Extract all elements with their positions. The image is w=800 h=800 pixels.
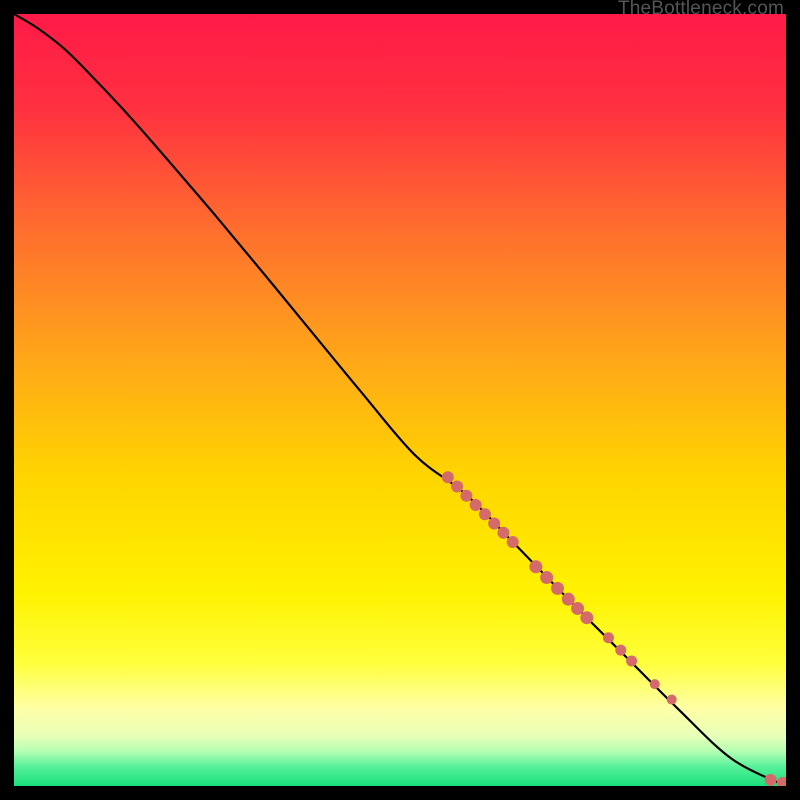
marker-dot <box>529 560 542 573</box>
marker-dot <box>479 508 491 520</box>
marker-dot <box>540 571 553 584</box>
marker-dot <box>507 536 519 548</box>
marker-dot <box>650 679 660 689</box>
marker-dot <box>460 490 472 502</box>
plot-area <box>14 14 786 786</box>
marker-dot <box>777 777 786 786</box>
marker-dot <box>551 582 564 595</box>
attribution-text: TheBottleneck.com <box>618 0 784 20</box>
curve-line <box>14 14 786 786</box>
marker-dots <box>442 471 786 786</box>
marker-dot <box>442 471 454 483</box>
marker-dot <box>580 611 593 624</box>
marker-dot <box>626 655 637 666</box>
data-layer <box>14 14 786 786</box>
marker-dot <box>615 645 626 656</box>
marker-dot <box>562 593 575 606</box>
marker-dot <box>451 480 463 492</box>
marker-dot <box>667 695 677 705</box>
chart-frame: TheBottleneck.com <box>0 0 800 800</box>
marker-dot <box>765 774 777 786</box>
marker-dot <box>488 518 500 530</box>
marker-dot <box>470 499 482 511</box>
marker-dot <box>571 602 584 615</box>
marker-dot <box>497 527 509 539</box>
marker-dot <box>603 632 614 643</box>
